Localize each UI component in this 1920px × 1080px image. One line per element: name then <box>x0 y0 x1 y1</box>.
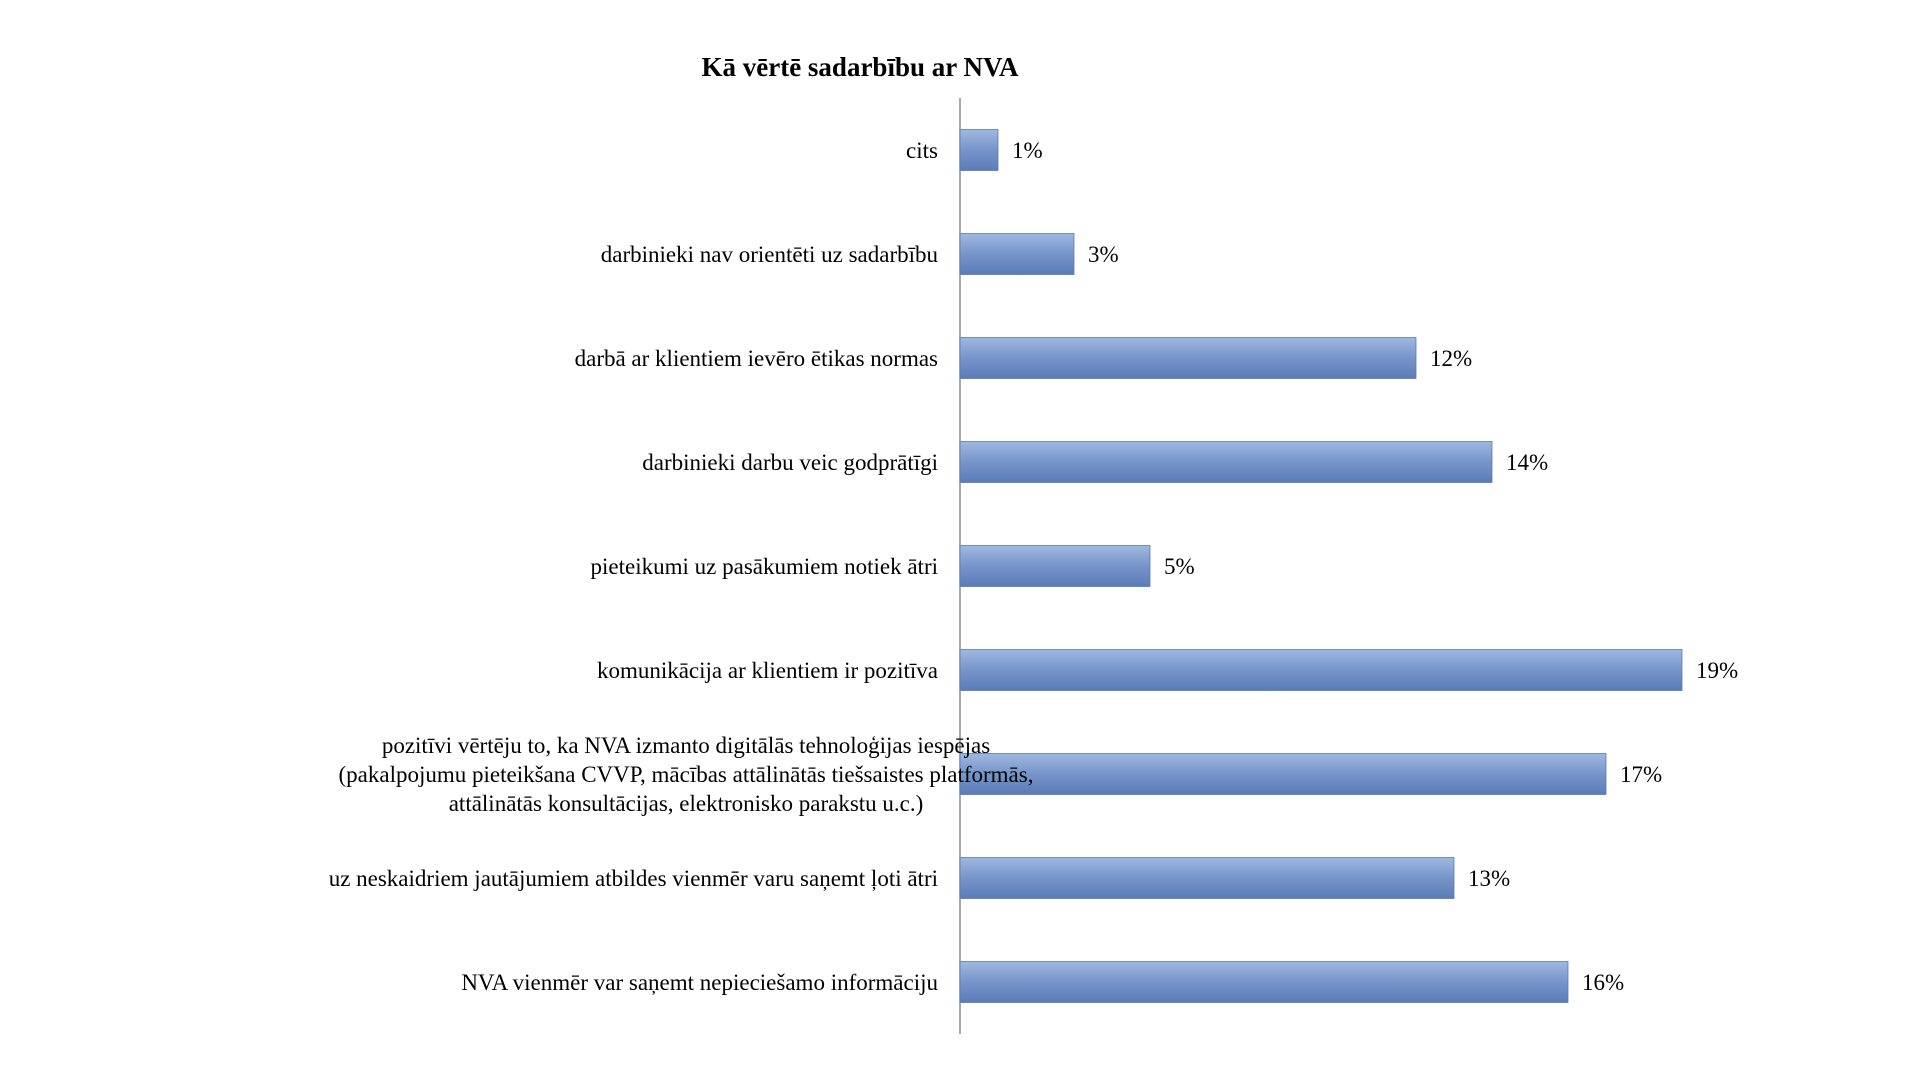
data-label: 1% <box>1012 138 1043 163</box>
bars-group <box>959 129 1683 1003</box>
data-label: 3% <box>1088 242 1119 267</box>
category-label: darbinieki nav orientēti uz sadarbību <box>601 242 939 267</box>
bar <box>959 961 1569 1003</box>
category-label-line: darbinieki darbu veic godprātīgi <box>642 450 938 475</box>
data-label: 17% <box>1620 762 1662 787</box>
chart-title: Kā vērtē sadarbību ar NVA <box>701 52 1019 82</box>
category-label-line: komunikācija ar klientiem ir pozitīva <box>597 658 938 683</box>
category-label: darbā ar klientiem ievēro ētikas normas <box>575 346 938 371</box>
category-label: NVA vienmēr var saņemt nepieciešamo info… <box>461 970 938 996</box>
data-label: 14% <box>1506 450 1548 475</box>
category-label-line: attālinātās konsultācijas, elektronisko … <box>449 791 924 816</box>
category-label-line: pozitīvi vērtēju to, ka NVA izmanto digi… <box>382 733 990 758</box>
category-label-line: pieteikumi uz pasākumiem notiek ātri <box>591 554 938 579</box>
category-label-line: cits <box>906 138 938 163</box>
bar <box>959 337 1417 379</box>
category-label-line: uz neskaidriem jautājumiem atbildes vien… <box>329 866 938 892</box>
category-label-line: NVA vienmēr var saņemt nepieciešamo info… <box>461 970 938 996</box>
data-label: 5% <box>1164 554 1195 579</box>
category-label: uz neskaidriem jautājumiem atbildes vien… <box>329 866 938 892</box>
category-label: cits <box>906 138 938 163</box>
category-label: darbinieki darbu veic godprātīgi <box>642 450 938 475</box>
category-label-line: darbā ar klientiem ievēro ētikas normas <box>575 346 938 371</box>
category-labels: cits darbinieki nav orientēti uz sadarbīb… <box>329 138 1034 996</box>
category-label: komunikācija ar klientiem ir pozitīva <box>597 658 938 683</box>
value-labels: 1% 3% 12% 14% 5% 19% 17% 13% 16% <box>1012 138 1738 995</box>
category-label: pozitīvi vērtēju to, ka NVA izmanto digi… <box>339 733 1034 816</box>
data-label: 16% <box>1582 970 1624 995</box>
bar <box>959 233 1075 275</box>
bar <box>959 545 1151 587</box>
bar <box>959 857 1455 899</box>
bar <box>959 129 999 171</box>
bar <box>959 649 1683 691</box>
category-label: pieteikumi uz pasākumiem notiek ātri <box>591 554 938 579</box>
data-label: 13% <box>1468 866 1510 891</box>
category-label-line: (pakalpojumu pieteikšana CVVP, mācības a… <box>339 762 1034 787</box>
category-label-line: darbinieki nav orientēti uz sadarbību <box>601 242 939 267</box>
bar <box>959 441 1493 483</box>
bar <box>959 753 1607 795</box>
data-label: 19% <box>1696 658 1738 683</box>
data-label: 12% <box>1430 346 1472 371</box>
